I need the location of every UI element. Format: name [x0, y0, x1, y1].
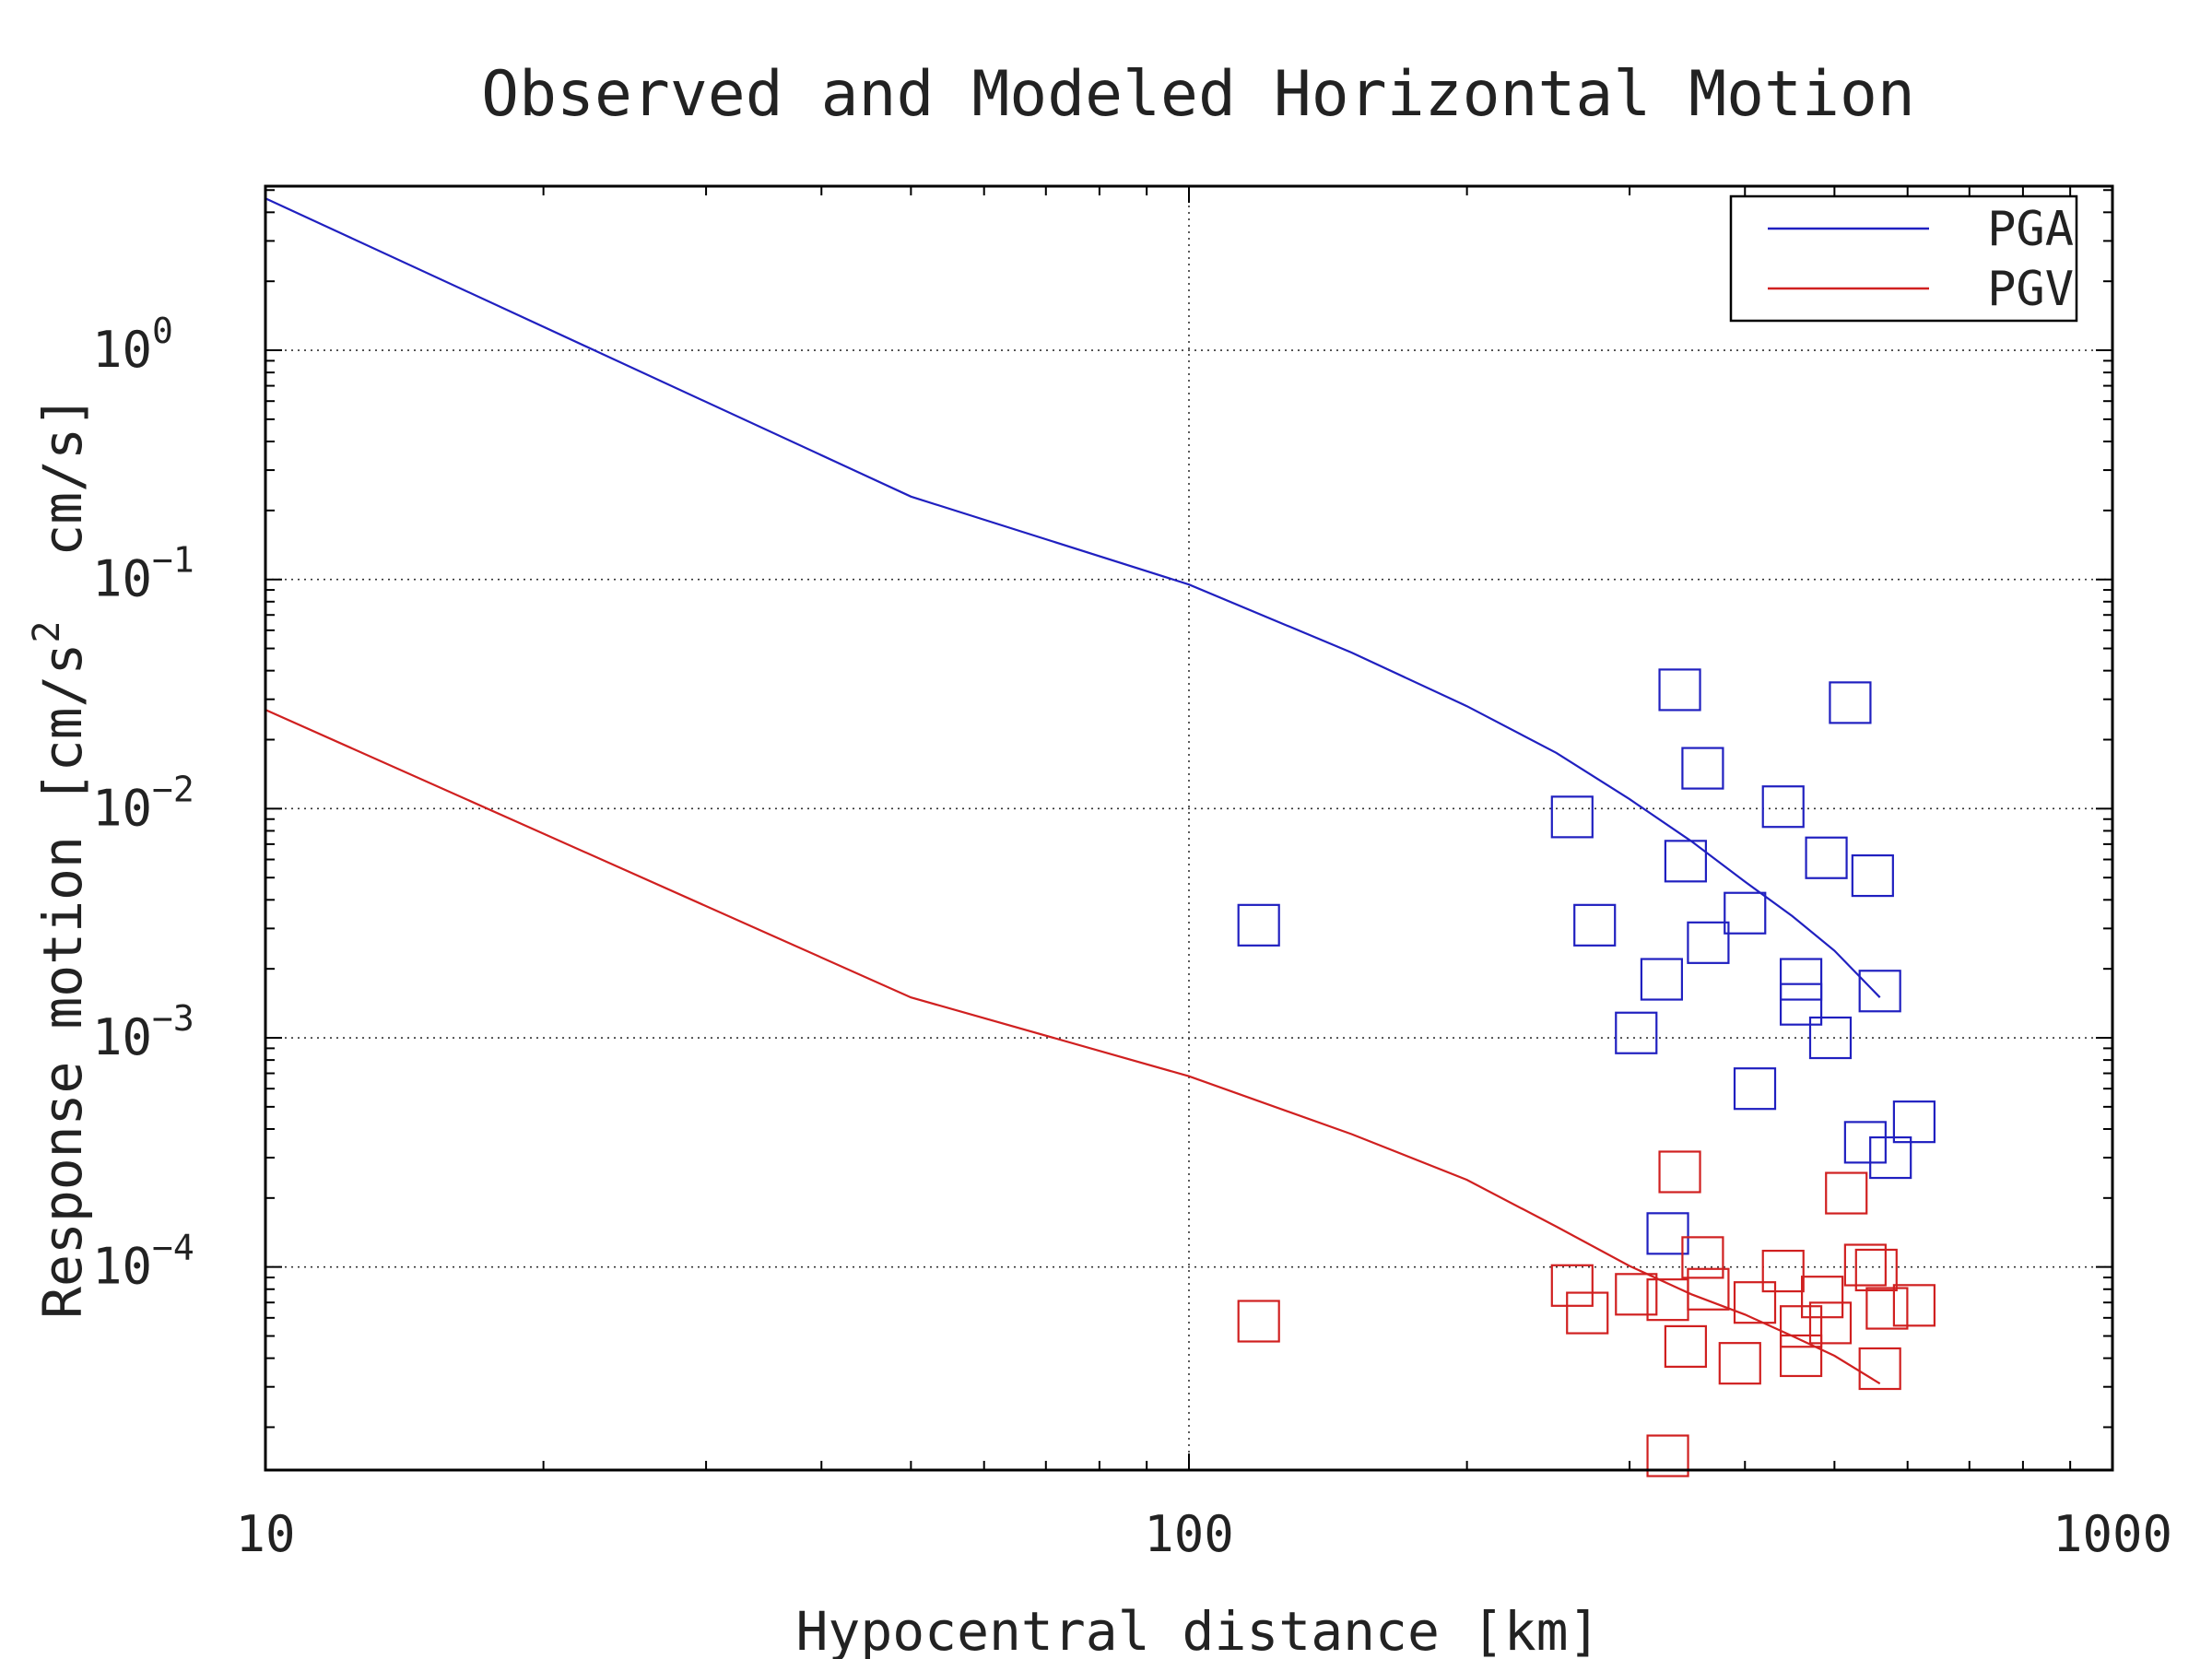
legend: PGA PGV [1729, 194, 2078, 323]
data-point-pgv [1843, 1243, 1887, 1287]
model-lines [265, 197, 1881, 1385]
y-tick-label: 10−1 [92, 540, 194, 608]
legend-label-pgv: PGV [1987, 262, 2074, 317]
data-point-pgv [1550, 1264, 1594, 1307]
data-point-pgv [1858, 1347, 1901, 1391]
y-tick-exponent: −4 [152, 1228, 194, 1268]
y-tick-label: 10−4 [92, 1228, 194, 1296]
data-point-pgv [1801, 1276, 1844, 1319]
x-tick-label: 100 [1144, 1505, 1234, 1563]
data-point-pga [1640, 958, 1684, 1001]
data-point-pga [1687, 921, 1730, 964]
y-tick-exponent: −1 [152, 540, 194, 581]
data-point-pgv [1718, 1342, 1761, 1385]
y-axis-label-tail: cm/s] [31, 395, 94, 620]
y-tick-label: 100 [92, 311, 173, 379]
data-point-pgv [1825, 1171, 1868, 1215]
data-point-pgv [1646, 1434, 1689, 1477]
y-tick-label: 10−3 [92, 998, 194, 1066]
y-tick-base: 10 [92, 1008, 152, 1066]
data-point-pga [1724, 891, 1767, 935]
data-point-pga [1761, 785, 1805, 829]
model-line-pga [265, 197, 1881, 998]
data-point-pga [1681, 747, 1724, 790]
data-point-pga [1550, 795, 1594, 839]
observation-points [1237, 668, 1936, 1477]
x-tick-label: 10 [235, 1505, 295, 1563]
chart-title: Observed and Modeled Horizontal Motion [481, 58, 1915, 131]
data-point-pga [1869, 1135, 1912, 1180]
data-point-pga [1851, 853, 1894, 898]
data-point-pgv [1761, 1249, 1805, 1293]
data-point-pga [1664, 840, 1707, 883]
data-point-pgv [1658, 1150, 1701, 1194]
data-point-pgv [1892, 1284, 1936, 1327]
data-point-pga [1646, 1212, 1689, 1255]
data-point-pgv [1566, 1291, 1609, 1335]
data-point-pga [1808, 1016, 1853, 1060]
data-point-pgv [1681, 1236, 1724, 1279]
data-point-pgv [1237, 1300, 1280, 1343]
data-point-pga [1615, 1011, 1658, 1054]
y-tick-exponent: 0 [152, 311, 173, 351]
data-point-pga [1779, 982, 1823, 1026]
y-tick-base: 10 [92, 321, 152, 379]
model-line-pgv [265, 709, 1881, 1385]
data-point-pgv [1865, 1287, 1909, 1330]
data-point-pgv [1733, 1281, 1777, 1324]
x-tick-label: 1000 [2053, 1505, 2172, 1563]
y-tick-label: 10−2 [92, 769, 194, 837]
y-tick-exponent: −3 [152, 998, 194, 1039]
y-tick-base: 10 [92, 550, 152, 608]
grid [265, 186, 2112, 1470]
data-point-pgv [1615, 1273, 1658, 1316]
y-axis-label-main: Response motion [cm/s [31, 643, 94, 1319]
data-point-pgv [1808, 1301, 1853, 1345]
legend-box [1729, 194, 2078, 323]
y-tick-exponent: −2 [152, 769, 194, 809]
data-point-pga [1892, 1100, 1936, 1144]
data-point-pgv [1779, 1334, 1823, 1378]
minor-ticks [265, 186, 2113, 1470]
y-axis-label-superscript: 2 [26, 621, 68, 643]
data-point-pgv [1687, 1267, 1730, 1311]
data-point-pga [1733, 1067, 1777, 1111]
data-point-pga [1237, 903, 1280, 947]
data-point-pgv [1664, 1324, 1707, 1369]
data-point-pga [1805, 836, 1848, 879]
y-axis-label: Response motion [cm/s2 cm/s] [26, 395, 94, 1319]
data-point-pga [1658, 668, 1701, 712]
data-point-pga [1779, 958, 1823, 1001]
y-tick-base: 10 [92, 1238, 152, 1296]
data-point-pga [1573, 903, 1617, 947]
data-point-pgv [1854, 1248, 1898, 1292]
x-axis-label: Hypocentral distance [km] [796, 1600, 1601, 1659]
data-point-pga [1858, 970, 1901, 1013]
data-point-pga [1843, 1121, 1887, 1164]
data-point-pga [1829, 681, 1872, 724]
y-tick-base: 10 [92, 779, 152, 837]
legend-label-pga: PGA [1987, 202, 2074, 257]
